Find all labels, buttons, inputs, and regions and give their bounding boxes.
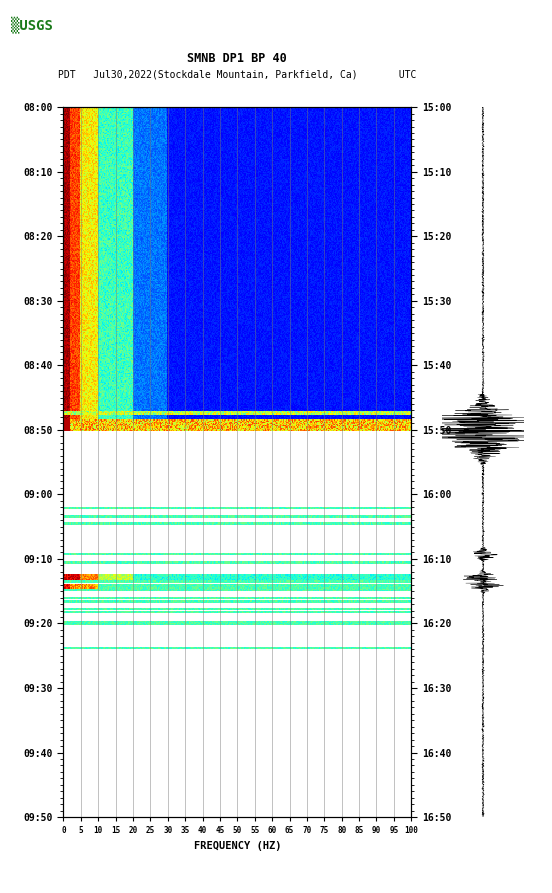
X-axis label: FREQUENCY (HZ): FREQUENCY (HZ) bbox=[194, 840, 281, 851]
Text: ▒USGS: ▒USGS bbox=[11, 16, 53, 33]
Text: SMNB DP1 BP 40: SMNB DP1 BP 40 bbox=[188, 52, 287, 64]
Text: PDT   Jul30,2022(Stockdale Mountain, Parkfield, Ca)       UTC: PDT Jul30,2022(Stockdale Mountain, Parkf… bbox=[58, 69, 417, 79]
